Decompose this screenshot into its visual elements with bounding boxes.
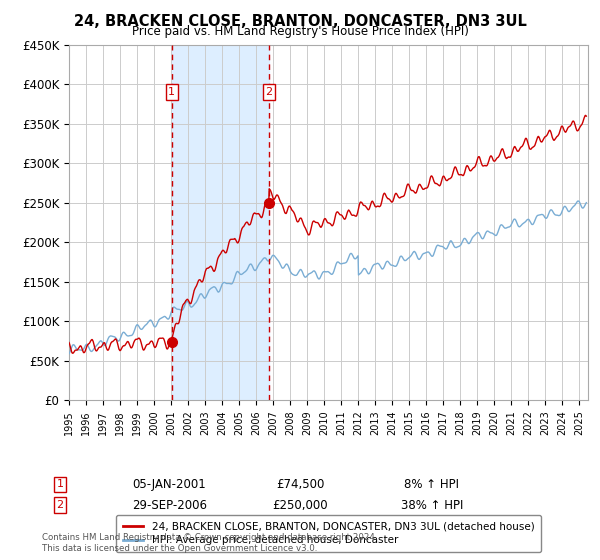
Text: 24, BRACKEN CLOSE, BRANTON, DONCASTER, DN3 3UL: 24, BRACKEN CLOSE, BRANTON, DONCASTER, D…: [74, 14, 526, 29]
Text: 8% ↑ HPI: 8% ↑ HPI: [404, 478, 460, 491]
Text: £250,000: £250,000: [272, 498, 328, 512]
Text: £74,500: £74,500: [276, 478, 324, 491]
Text: Price paid vs. HM Land Registry's House Price Index (HPI): Price paid vs. HM Land Registry's House …: [131, 25, 469, 38]
Text: Contains HM Land Registry data © Crown copyright and database right 2024.
This d: Contains HM Land Registry data © Crown c…: [42, 533, 377, 553]
Text: 1: 1: [168, 87, 175, 97]
Legend: 24, BRACKEN CLOSE, BRANTON, DONCASTER, DN3 3UL (detached house), HPI: Average pr: 24, BRACKEN CLOSE, BRANTON, DONCASTER, D…: [116, 515, 541, 552]
Text: 2: 2: [56, 500, 64, 510]
Text: 1: 1: [56, 479, 64, 489]
Text: 2: 2: [265, 87, 272, 97]
Text: 38% ↑ HPI: 38% ↑ HPI: [401, 498, 463, 512]
Text: 05-JAN-2001: 05-JAN-2001: [132, 478, 206, 491]
Text: 29-SEP-2006: 29-SEP-2006: [132, 498, 207, 512]
